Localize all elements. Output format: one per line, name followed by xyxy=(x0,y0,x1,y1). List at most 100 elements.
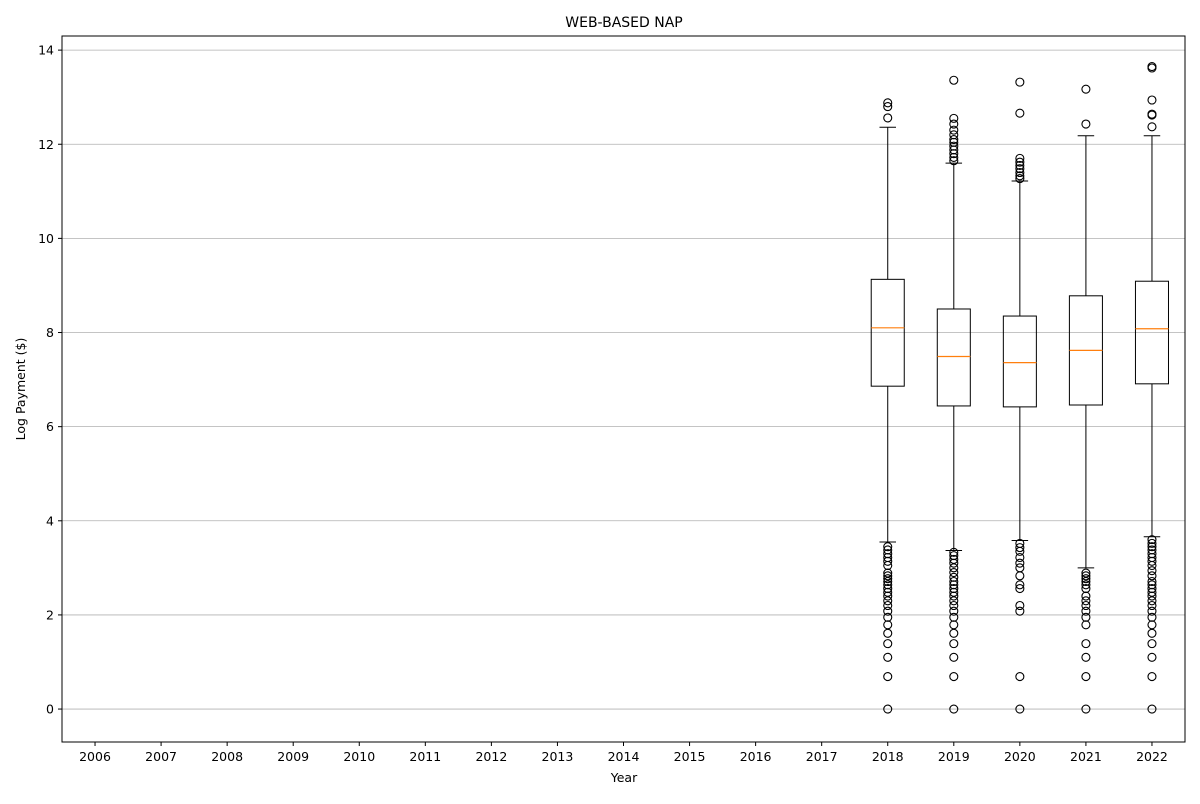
outlier-point xyxy=(1081,591,1091,601)
x-tick-label: 2022 xyxy=(1136,749,1168,764)
outlier-point xyxy=(1147,704,1157,714)
outlier-point xyxy=(949,628,959,638)
outlier-point xyxy=(1015,600,1025,611)
outlier-point xyxy=(883,672,893,682)
outlier-point xyxy=(949,652,959,662)
outlier-point xyxy=(949,600,959,611)
outlier-point xyxy=(1015,160,1025,170)
x-tick-label: 2012 xyxy=(475,749,507,764)
iqr-box xyxy=(870,278,905,387)
outlier-point xyxy=(949,563,959,573)
outlier-point xyxy=(1147,122,1157,132)
outlier-point xyxy=(949,606,959,616)
outlier-point xyxy=(1147,560,1157,571)
outlier-point xyxy=(1147,639,1157,649)
outlier-point xyxy=(1081,652,1091,662)
outlier-point xyxy=(949,113,959,123)
outlier-point xyxy=(1147,652,1157,662)
outlier-point xyxy=(1015,108,1025,118)
outlier-point xyxy=(949,130,959,140)
outlier-point xyxy=(1015,672,1025,682)
outlier-point xyxy=(949,576,959,587)
outlier-point xyxy=(1081,576,1091,587)
outlier-point xyxy=(1081,571,1091,581)
outlier-point xyxy=(1081,84,1091,94)
outlier-point xyxy=(1015,543,1025,553)
y-tick-label: 8 xyxy=(46,325,54,340)
outlier-point xyxy=(949,125,959,135)
outlier-point xyxy=(883,606,893,616)
outlier-point xyxy=(949,134,959,145)
y-tick-label: 2 xyxy=(46,607,54,622)
box-2021 xyxy=(1068,84,1103,714)
outlier-point xyxy=(1015,704,1025,714)
outlier-point xyxy=(1147,672,1157,682)
x-tick-label: 2020 xyxy=(1004,749,1036,764)
outlier-point xyxy=(1147,110,1157,120)
x-tick-label: 2019 xyxy=(938,749,970,764)
outlier-point xyxy=(1015,164,1025,174)
outlier-point xyxy=(1015,167,1025,178)
outlier-point xyxy=(1015,584,1025,594)
x-axis-ticks: 2006 2007 2008 2009 2010 2011 2012 2013 2014 2015… xyxy=(79,742,1168,764)
outlier-point xyxy=(1015,546,1025,556)
x-tick-label: 2006 xyxy=(79,749,111,764)
outlier-point xyxy=(1147,538,1157,548)
x-tick-label: 2007 xyxy=(145,749,177,764)
grid-lines xyxy=(62,49,1185,710)
y-tick-label: 0 xyxy=(46,702,54,717)
outlier-point xyxy=(1015,606,1025,616)
y-axis-ticks: 0 2 4 6 8 10 12 14 xyxy=(38,43,62,717)
outlier-point xyxy=(1081,574,1091,584)
outlier-point xyxy=(949,620,959,630)
outlier-point xyxy=(1081,639,1091,649)
outlier-point xyxy=(1147,542,1157,552)
outlier-point xyxy=(883,620,893,630)
box-2018 xyxy=(870,98,905,714)
outlier-point xyxy=(1147,63,1157,73)
outlier-point xyxy=(883,596,893,606)
outlier-point xyxy=(883,571,893,581)
outlier-point xyxy=(1147,612,1157,622)
outlier-point xyxy=(883,639,893,649)
outlier-point xyxy=(949,612,959,622)
outlier-point xyxy=(1147,535,1157,545)
outlier-point xyxy=(949,156,959,166)
outlier-point xyxy=(883,98,893,108)
outlier-point xyxy=(1081,600,1091,611)
outlier-point xyxy=(949,149,959,159)
outlier-point xyxy=(949,596,959,606)
outlier-point xyxy=(949,75,959,85)
x-tick-label: 2021 xyxy=(1070,749,1102,764)
chart-title: WEB-BASED NAP xyxy=(565,15,682,31)
outlier-point xyxy=(1015,580,1025,590)
outlier-point xyxy=(883,113,893,123)
x-tick-label: 2011 xyxy=(409,749,441,764)
x-tick-label: 2017 xyxy=(806,749,838,764)
outlier-point xyxy=(949,591,959,601)
outlier-point xyxy=(949,568,959,578)
outlier-point xyxy=(1147,596,1157,606)
outlier-point xyxy=(949,547,959,557)
outlier-point xyxy=(949,119,959,129)
outlier-point xyxy=(1147,576,1157,587)
outlier-point xyxy=(1015,174,1025,184)
outlier-point xyxy=(883,704,893,714)
outlier-point xyxy=(1081,704,1091,714)
outlier-point xyxy=(883,612,893,622)
outlier-point xyxy=(1015,153,1025,163)
outlier-point xyxy=(1081,606,1091,616)
outlier-point xyxy=(949,152,959,162)
outlier-point xyxy=(1081,119,1091,129)
outlier-point xyxy=(1147,95,1157,105)
outlier-point xyxy=(1147,566,1157,576)
box-2022 xyxy=(1134,62,1169,714)
box-2020 xyxy=(1002,77,1037,714)
x-tick-label: 2018 xyxy=(872,749,904,764)
outlier-point xyxy=(883,576,893,587)
outlier-point xyxy=(883,542,893,552)
outlier-point xyxy=(1147,620,1157,630)
x-axis-label: Year xyxy=(610,770,638,785)
outlier-point xyxy=(883,574,893,584)
outlier-point xyxy=(1081,612,1091,622)
